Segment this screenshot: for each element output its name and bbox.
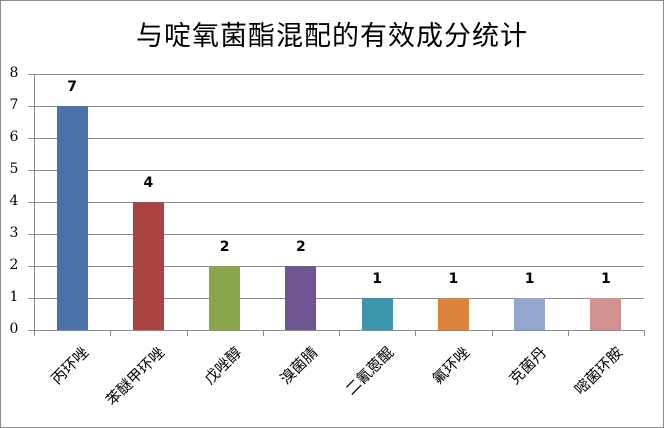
gridline <box>34 170 644 171</box>
data-label: 1 <box>448 271 459 287</box>
y-tick <box>28 202 34 203</box>
bar <box>361 298 393 330</box>
bar <box>132 202 164 330</box>
y-tick <box>28 266 34 267</box>
data-label: 2 <box>219 239 230 255</box>
data-label: 7 <box>67 79 77 95</box>
y-tick <box>28 330 34 331</box>
x-tick <box>567 330 569 336</box>
data-label: 1 <box>601 271 611 287</box>
x-tick <box>491 330 493 336</box>
gridline <box>34 266 644 267</box>
bar <box>209 266 241 330</box>
gridline <box>34 106 644 107</box>
y-tick <box>28 106 34 107</box>
y-tick-label: 5 <box>9 161 19 177</box>
gridline <box>34 298 644 299</box>
gridline <box>34 234 644 235</box>
gridline <box>34 74 644 75</box>
data-label: 4 <box>143 175 154 191</box>
y-tick <box>28 74 34 75</box>
plot-area: 0 1 2 3 4 5 6 7 8 7 丙环唑 4 苯醚甲环唑 2 戊唑醇 2 溴菌腈 1 二氰蒽醌 1 氟环唑 1 克菌丹… <box>10 65 645 409</box>
bar <box>437 298 469 330</box>
x-tick <box>339 330 340 336</box>
bar <box>56 106 88 330</box>
y-tick-label: 7 <box>9 97 19 113</box>
y-tick-label: 0 <box>9 321 19 337</box>
x-tick <box>186 330 188 336</box>
y-tick-label: 4 <box>9 193 19 209</box>
data-label: 1 <box>372 271 382 287</box>
x-tick <box>262 330 264 336</box>
y-tick <box>28 170 34 171</box>
x-tick <box>415 330 417 336</box>
gridline <box>34 138 644 139</box>
gridline <box>34 202 644 203</box>
bar <box>285 266 317 330</box>
y-tick <box>28 298 34 299</box>
x-tick <box>34 330 35 336</box>
chart-title: 与啶氧菌酯混配的有效成分统计 <box>136 21 528 52</box>
x-tick <box>110 330 112 336</box>
y-tick-label: 1 <box>9 289 19 305</box>
data-label: 2 <box>296 239 306 255</box>
y-tick-label: 6 <box>9 129 19 145</box>
bar <box>514 298 546 330</box>
y-tick <box>28 138 34 139</box>
y-tick-label: 8 <box>9 65 19 81</box>
bar <box>590 298 622 330</box>
y-tick-label: 3 <box>9 225 19 241</box>
x-tick <box>644 330 645 336</box>
y-tick <box>28 234 34 235</box>
y-tick-label: 2 <box>9 257 19 273</box>
data-label: 1 <box>524 271 535 287</box>
